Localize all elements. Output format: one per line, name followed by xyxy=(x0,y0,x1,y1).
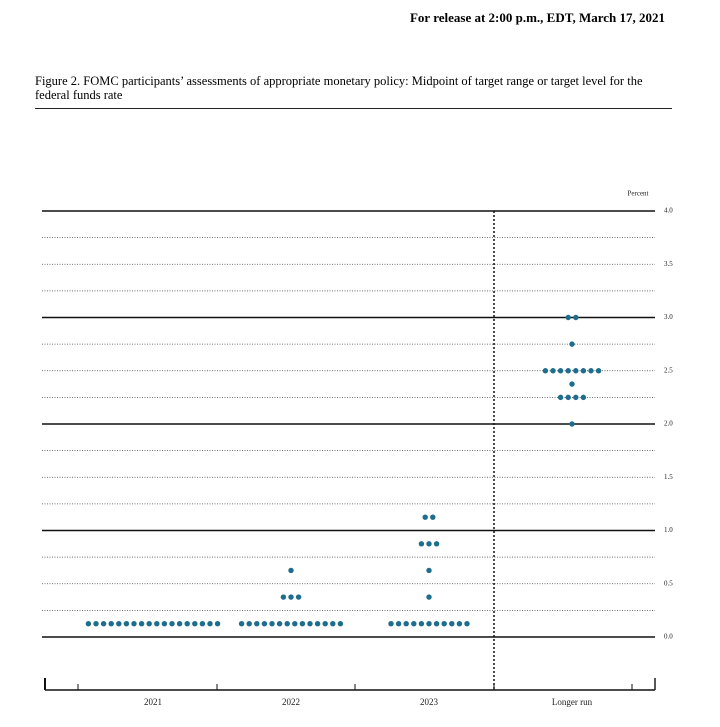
dot xyxy=(254,620,260,627)
x-tick-label: 2022 xyxy=(282,697,300,707)
dot xyxy=(131,620,137,627)
dot xyxy=(595,368,602,374)
dot xyxy=(276,620,283,627)
dot xyxy=(580,394,587,401)
dot xyxy=(176,620,183,627)
dot xyxy=(288,567,294,574)
release-header: For release at 2:00 p.m., EDT, March 17,… xyxy=(409,10,665,25)
dot xyxy=(123,620,130,627)
dot xyxy=(330,620,336,627)
dot xyxy=(161,620,168,627)
dot xyxy=(246,620,252,627)
dot xyxy=(426,567,432,574)
dot xyxy=(542,368,549,374)
dot xyxy=(426,620,432,627)
dot xyxy=(403,620,409,627)
dot xyxy=(337,620,344,627)
dot xyxy=(295,594,302,600)
y-tick-label: 0.5 xyxy=(664,579,673,587)
dot xyxy=(426,541,432,547)
dot xyxy=(456,620,463,627)
dot xyxy=(569,421,575,427)
y-tick-label: 0.0 xyxy=(664,633,673,641)
dot xyxy=(85,620,92,627)
dot xyxy=(580,368,587,374)
dot xyxy=(426,594,432,600)
dot xyxy=(573,394,579,401)
y-tick-label: 1.5 xyxy=(664,473,673,481)
dot xyxy=(269,620,275,627)
dot xyxy=(261,620,268,627)
dot xyxy=(116,620,122,627)
dot xyxy=(214,620,221,627)
dot xyxy=(108,620,114,627)
dot xyxy=(565,368,571,374)
dot xyxy=(322,620,328,627)
dot xyxy=(441,620,447,627)
dot xyxy=(154,620,160,627)
dot xyxy=(388,620,394,627)
y-tick-label: 3.5 xyxy=(664,260,673,268)
dot xyxy=(550,368,556,374)
y-tick-label: 2.0 xyxy=(664,420,673,428)
dot xyxy=(557,368,564,374)
dot xyxy=(395,620,402,627)
dot xyxy=(184,620,190,627)
dot xyxy=(433,541,440,547)
dot xyxy=(573,368,579,374)
dot xyxy=(299,620,306,627)
dot xyxy=(418,620,425,627)
dot xyxy=(192,620,198,627)
figure-title: Figure 2. FOMC participants’ assessments… xyxy=(35,74,643,102)
dot xyxy=(284,620,290,627)
dot xyxy=(100,620,107,627)
dot xyxy=(565,394,571,401)
dot xyxy=(557,394,564,401)
dot xyxy=(422,514,428,520)
dot xyxy=(573,314,579,321)
y-tick-label: 1.0 xyxy=(664,526,673,534)
dot xyxy=(146,620,152,627)
dot xyxy=(138,620,145,627)
x-tick-label: 2021 xyxy=(144,697,162,707)
dot xyxy=(238,620,245,627)
dot xyxy=(199,620,206,627)
dot xyxy=(569,341,575,347)
title-rule xyxy=(35,108,672,109)
y-tick-label: 2.5 xyxy=(664,366,673,374)
dot xyxy=(93,620,99,627)
dot xyxy=(588,368,594,374)
dot xyxy=(411,620,417,627)
y-tick-label: 4.0 xyxy=(664,207,673,215)
dot xyxy=(569,381,575,387)
dot xyxy=(433,620,440,627)
y-axis-label: Percent xyxy=(628,190,649,198)
dot xyxy=(288,594,294,600)
dot xyxy=(307,620,313,627)
dot xyxy=(314,620,321,627)
x-tick-label: 2023 xyxy=(420,697,439,707)
dot xyxy=(169,620,175,627)
dot xyxy=(418,541,425,547)
dot xyxy=(565,314,571,321)
dot xyxy=(449,620,455,627)
dot xyxy=(292,620,298,627)
dot xyxy=(430,514,436,520)
x-tick-label: Longer run xyxy=(552,697,593,707)
dot xyxy=(464,620,470,627)
dot xyxy=(207,620,213,627)
y-tick-label: 3.0 xyxy=(664,313,673,321)
dot xyxy=(280,594,287,600)
